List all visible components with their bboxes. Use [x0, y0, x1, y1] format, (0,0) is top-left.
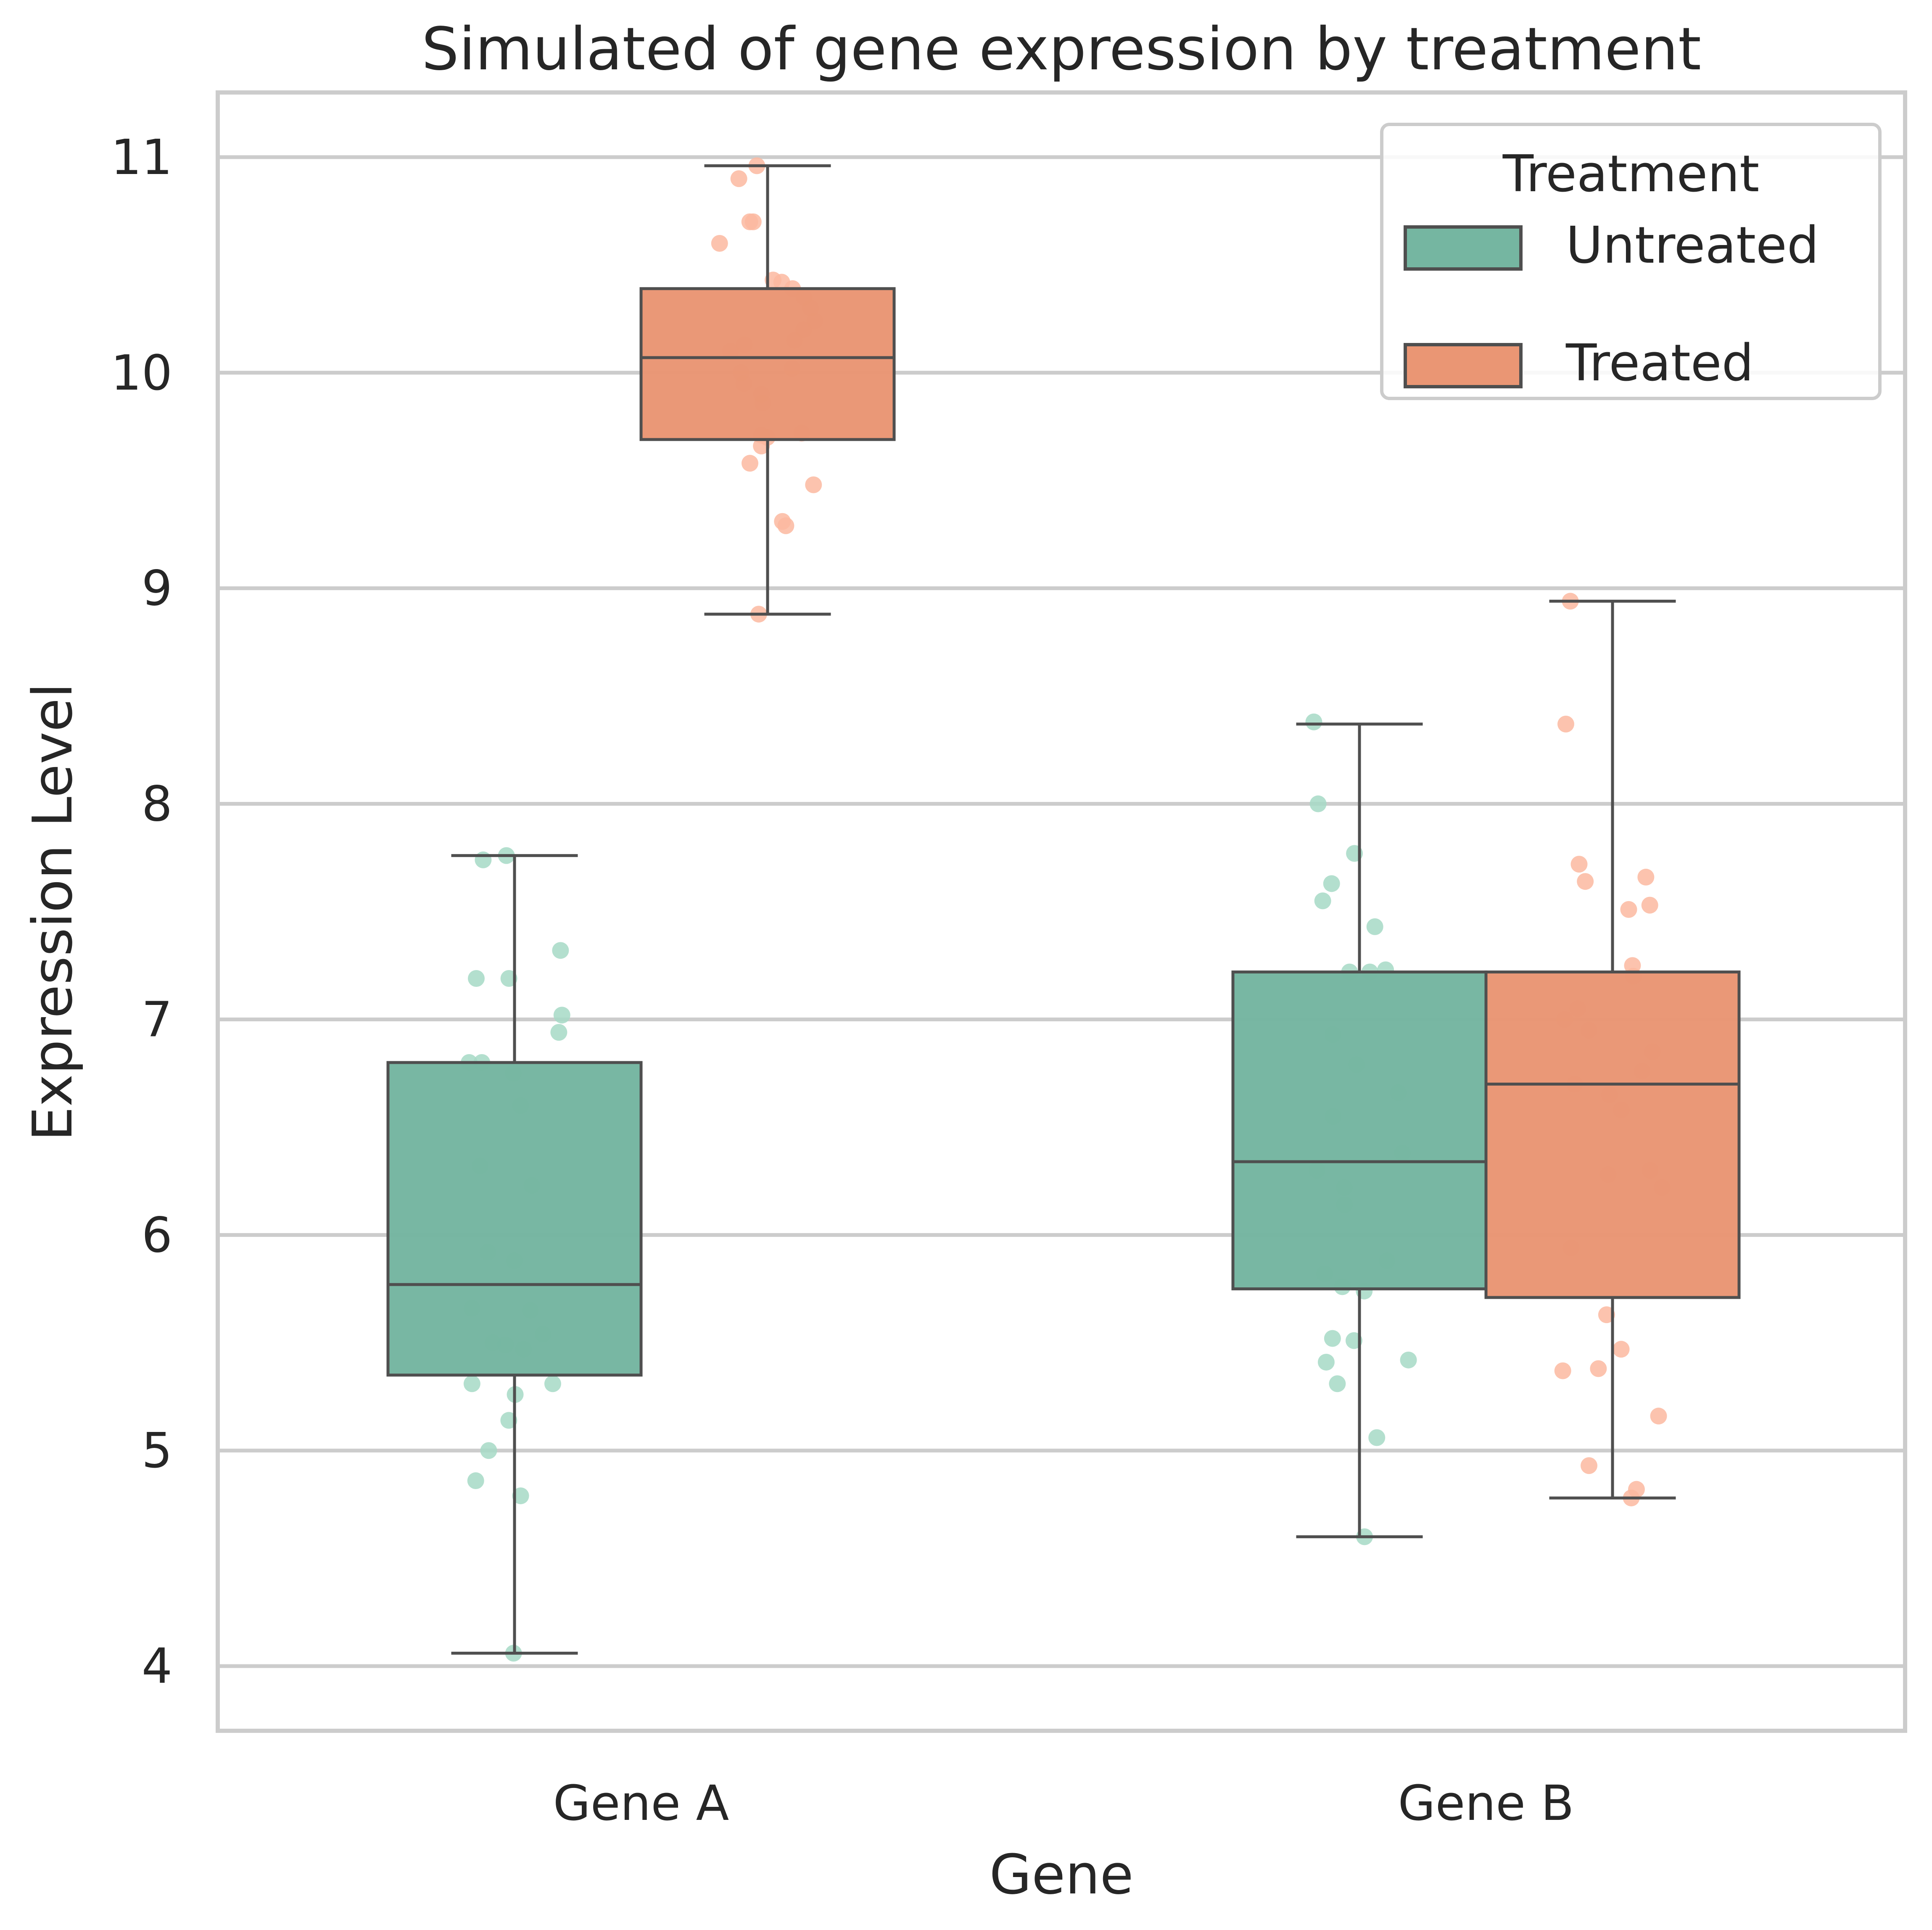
legend-title: Treatment	[1502, 145, 1760, 203]
legend: Treatment Untreated Treated	[1380, 123, 1882, 400]
data-point	[730, 170, 747, 187]
data-point	[1570, 856, 1588, 873]
data-point	[1637, 868, 1655, 886]
legend-label: Untreated	[1566, 216, 1819, 275]
data-point	[774, 513, 791, 530]
box-iqr	[1484, 970, 1741, 1299]
data-point	[500, 1412, 517, 1429]
box-untreated-gene-b	[1231, 722, 1488, 1538]
data-point	[1613, 1341, 1630, 1358]
y-tick-label: 7	[142, 991, 172, 1048]
data-point	[544, 1375, 561, 1392]
y-tick-labels: 4 5 6 7 8 9 10 11	[111, 129, 172, 1695]
data-point	[1400, 1351, 1417, 1368]
box-iqr	[639, 287, 896, 441]
x-tick-label: Gene A	[553, 1775, 729, 1832]
data-point	[1598, 1306, 1615, 1324]
box-untreated-gene-a	[386, 854, 643, 1655]
data-point	[1577, 873, 1594, 890]
data-point	[553, 1007, 570, 1024]
data-point	[1314, 892, 1331, 910]
data-point	[1581, 1457, 1598, 1474]
data-point	[1624, 957, 1641, 974]
data-point	[1309, 795, 1327, 812]
box-plots	[386, 164, 1741, 1655]
chart-title: Simulated of gene expression by treatmen…	[422, 15, 1701, 84]
box-treated-gene-a	[639, 164, 896, 616]
y-tick-label: 5	[142, 1423, 172, 1479]
box-iqr	[386, 1061, 643, 1377]
x-axis-label: Gene	[989, 1843, 1133, 1906]
data-point	[1650, 1408, 1667, 1425]
y-axis-label: Expression Level	[21, 683, 84, 1141]
data-point	[744, 213, 762, 230]
data-point	[467, 970, 485, 987]
y-tick-label: 4	[142, 1638, 172, 1695]
data-point	[475, 851, 492, 868]
legend-label: Treated	[1565, 334, 1754, 393]
y-tick-label: 10	[111, 345, 172, 401]
y-tick-label: 6	[142, 1207, 172, 1263]
data-point	[1557, 715, 1574, 733]
data-point	[1554, 1362, 1571, 1379]
data-point	[480, 1442, 497, 1459]
data-point	[1329, 1375, 1346, 1392]
data-point	[552, 942, 569, 959]
data-point	[1620, 901, 1637, 918]
box-iqr	[1231, 970, 1488, 1291]
data-point	[1366, 918, 1383, 935]
data-point	[1590, 1360, 1607, 1377]
data-point	[741, 455, 758, 472]
data-point	[711, 235, 728, 252]
data-point	[467, 1472, 484, 1490]
data-point	[1324, 1330, 1341, 1347]
data-point	[1368, 1429, 1386, 1446]
data-point	[1641, 896, 1658, 914]
data-point	[512, 1487, 529, 1504]
legend-swatch	[1404, 225, 1523, 271]
data-point	[805, 476, 822, 493]
legend-swatch	[1404, 343, 1523, 388]
data-point	[1323, 875, 1340, 892]
y-tick-label: 11	[111, 129, 172, 186]
data-point	[1305, 713, 1322, 730]
y-tick-label: 8	[142, 776, 172, 833]
x-tick-labels: Gene A Gene B	[553, 1775, 1574, 1832]
box-treated-gene-b	[1484, 599, 1741, 1500]
y-tick-label: 9	[142, 561, 172, 617]
x-tick-label: Gene B	[1398, 1775, 1574, 1832]
legend-frame	[1380, 123, 1882, 400]
data-point	[550, 1024, 567, 1041]
data-point	[463, 1375, 480, 1392]
data-point	[1628, 1481, 1645, 1498]
plot-frame	[216, 90, 1907, 1733]
data-point	[1317, 1353, 1335, 1371]
